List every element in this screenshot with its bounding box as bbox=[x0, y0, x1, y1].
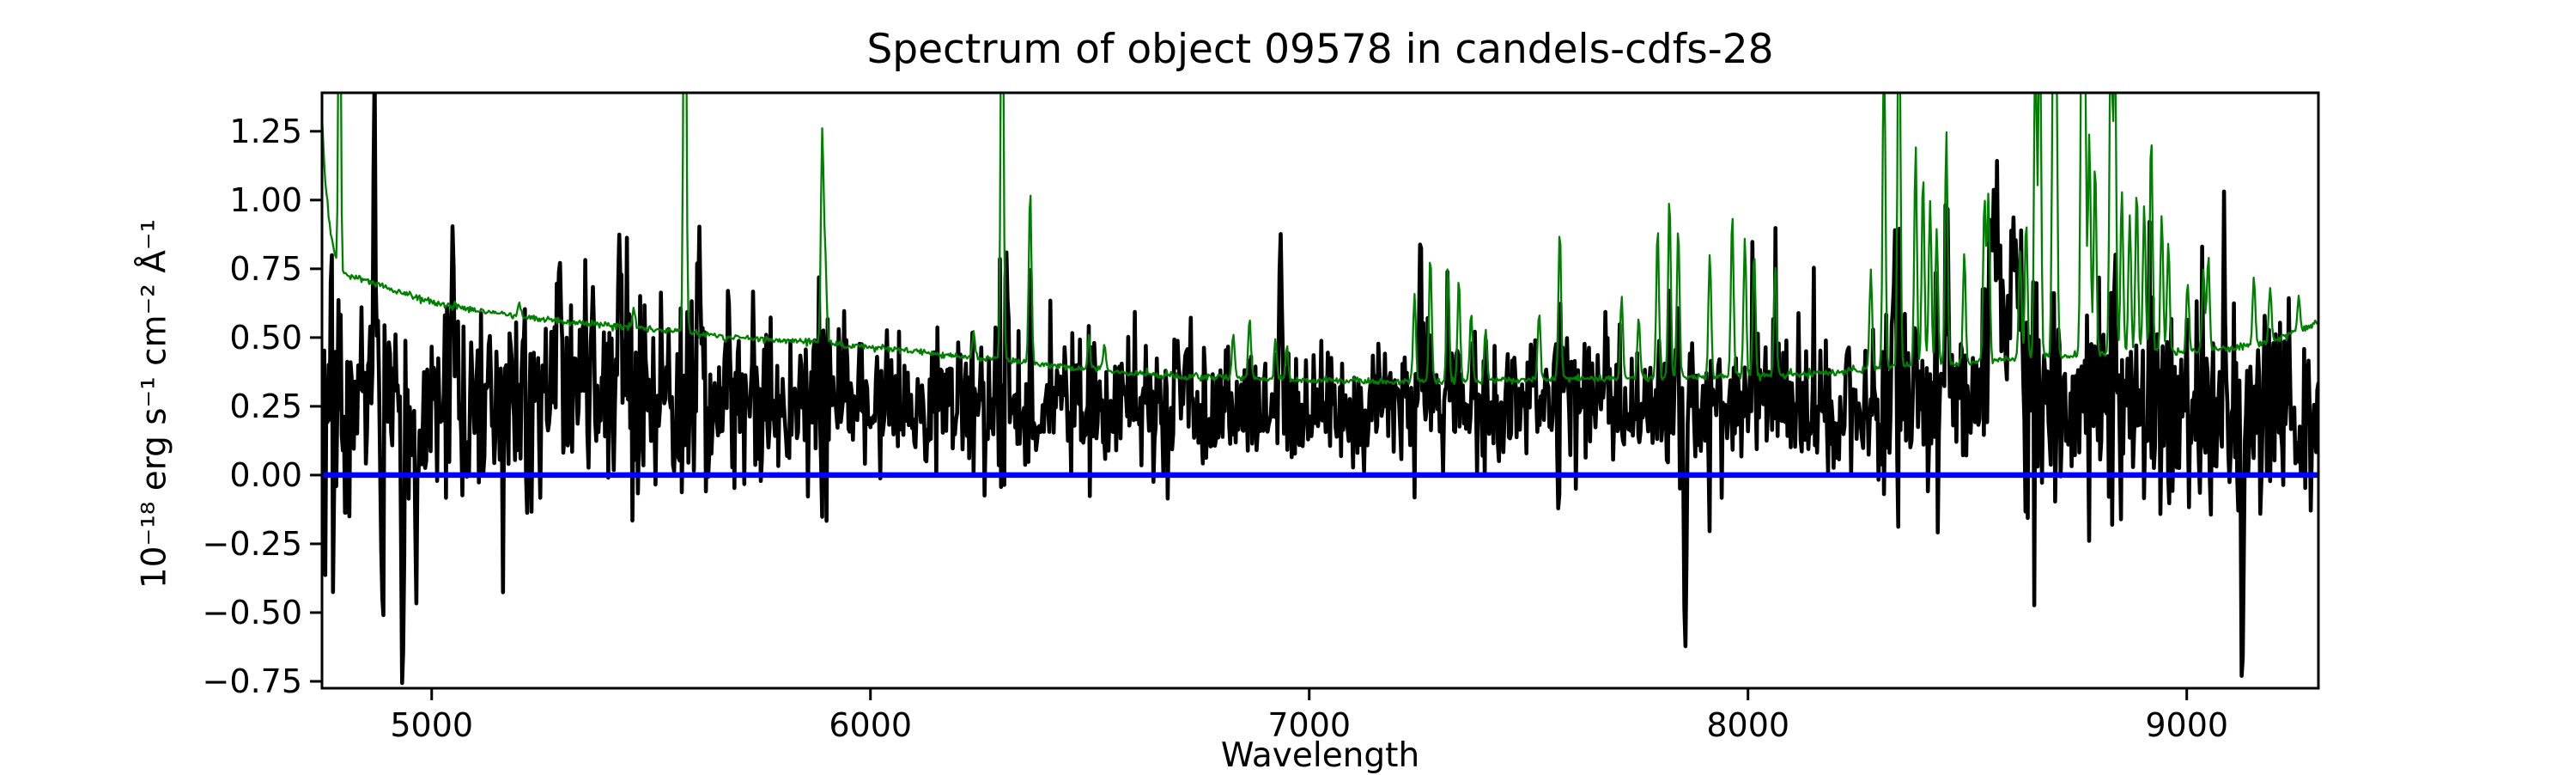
x-tick-label: 6000 bbox=[829, 706, 913, 744]
y-tick-label: −0.50 bbox=[202, 593, 302, 632]
y-tick-label: 1.00 bbox=[229, 180, 302, 219]
y-tick-label: 0.00 bbox=[229, 455, 302, 494]
axes-border bbox=[320, 91, 2320, 690]
x-tick-label: 5000 bbox=[390, 706, 474, 744]
y-tick-label: −0.75 bbox=[202, 662, 302, 700]
x-tick-label: 9000 bbox=[2145, 706, 2229, 744]
plot-title: Spectrum of object 09578 in candels-cdfs… bbox=[866, 26, 1774, 73]
x-tick-label: 7000 bbox=[1267, 706, 1352, 744]
noise-line bbox=[322, 93, 2318, 386]
x-axis-label: Wavelength bbox=[1220, 736, 1420, 775]
y-tick-label: 0.75 bbox=[229, 249, 302, 288]
y-tick-label: −0.25 bbox=[202, 524, 302, 563]
x-tick-label: 8000 bbox=[1706, 706, 1790, 744]
flux-line bbox=[322, 93, 2318, 686]
y-tick-label: 0.25 bbox=[229, 387, 302, 425]
y-tick-label: 0.50 bbox=[229, 318, 302, 357]
axis-ticks bbox=[310, 130, 2189, 700]
y-tick-label: 1.25 bbox=[229, 112, 302, 150]
